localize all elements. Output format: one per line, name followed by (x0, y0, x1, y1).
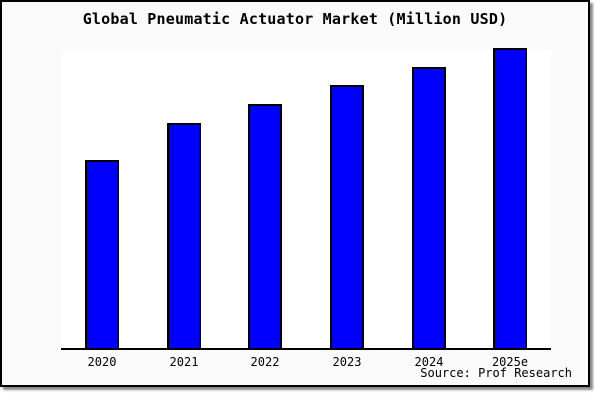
bar-2025e (493, 48, 527, 348)
plot-area (61, 48, 551, 350)
x-tick-label-2023: 2023 (332, 355, 362, 369)
bar-2020 (85, 160, 119, 348)
chart-title: Global Pneumatic Actuator Market (Millio… (82, 10, 508, 28)
bar-2021 (167, 123, 201, 348)
bar-2024 (412, 67, 446, 348)
bar-2023 (330, 85, 364, 348)
x-tick-label-2020: 2020 (87, 355, 117, 369)
chart-frame: Global Pneumatic Actuator Market (Millio… (0, 0, 590, 387)
source-label: Source: Prof Research (420, 366, 572, 380)
bar-2022 (248, 104, 282, 348)
x-tick-label-2022: 2022 (250, 355, 280, 369)
x-tick-label-2025e: 2025e (491, 355, 529, 369)
x-tick-label-2024: 2024 (414, 355, 444, 369)
x-tick-label-2021: 2021 (169, 355, 199, 369)
